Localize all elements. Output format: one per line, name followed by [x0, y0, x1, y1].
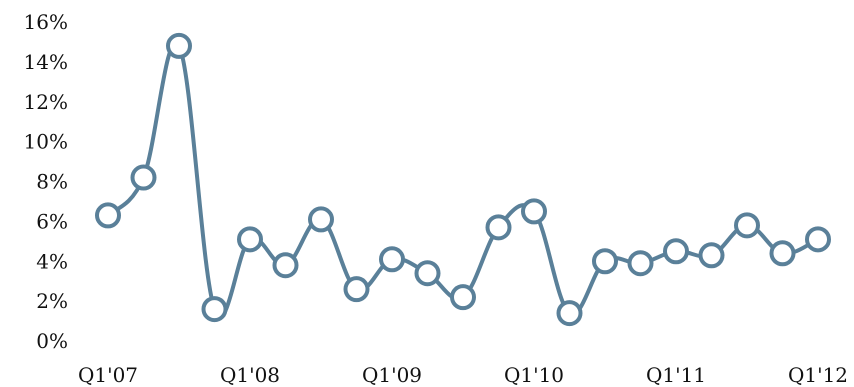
y-tick-label: 16%	[24, 10, 68, 34]
x-tick-label: Q1'09	[362, 363, 422, 387]
y-tick-label: 10%	[24, 130, 68, 154]
x-tick-label: Q1'08	[220, 363, 280, 387]
data-point	[769, 240, 796, 267]
data-point	[485, 214, 512, 241]
y-tick-label: 0%	[36, 329, 68, 353]
x-tick-label: Q1'12	[788, 363, 848, 387]
data-point	[734, 212, 760, 239]
data-point	[627, 250, 654, 277]
data-point	[130, 164, 157, 191]
data-point	[698, 242, 725, 269]
data-point	[95, 202, 121, 229]
data-point	[343, 276, 370, 303]
data-point	[201, 296, 228, 323]
data-point	[556, 300, 583, 327]
x-axis: Q1'07 Q1'08 Q1'09 Q1'10 Q1'11 Q1'12	[78, 363, 848, 387]
x-tick-label: Q1'10	[504, 363, 564, 387]
data-point	[450, 284, 476, 311]
y-tick-label: 14%	[24, 50, 68, 74]
x-tick-label: Q1'07	[78, 363, 138, 387]
y-tick-label: 12%	[24, 90, 68, 114]
y-tick-label: 4%	[36, 249, 68, 273]
data-point	[272, 252, 299, 279]
data-point	[166, 32, 192, 59]
y-tick-label: 6%	[36, 209, 68, 233]
data-point	[663, 238, 689, 265]
y-tick-label: 2%	[36, 289, 68, 313]
data-point	[308, 206, 334, 233]
y-axis: 0% 2% 4% 6% 8% 10% 12% 14% 16%	[24, 10, 68, 353]
data-point	[805, 226, 831, 253]
data-point	[592, 248, 618, 275]
data-point	[414, 260, 441, 287]
data-point	[237, 226, 263, 253]
data-point	[379, 246, 405, 273]
y-tick-label: 8%	[36, 170, 68, 194]
x-tick-label: Q1'11	[646, 363, 706, 387]
plot-area	[95, 32, 831, 327]
series-line	[106, 41, 819, 319]
data-point	[521, 198, 547, 225]
